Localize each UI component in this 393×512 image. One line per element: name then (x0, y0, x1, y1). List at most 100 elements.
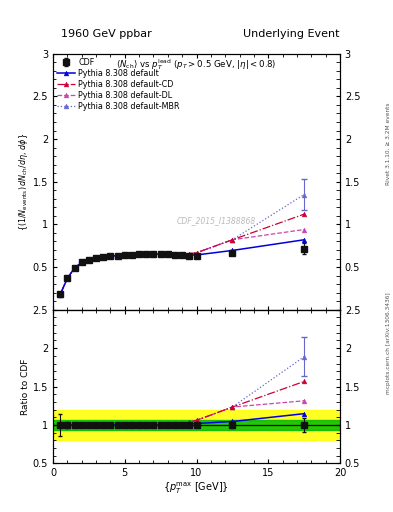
Y-axis label: $\{(1/N_\mathsf{events})\,dN_\mathsf{ch}/d\eta,\,d\phi\}$: $\{(1/N_\mathsf{events})\,dN_\mathsf{ch}… (17, 133, 30, 231)
Pythia 8.308 default-MBR (108, 253, 113, 259)
Pythia 8.308 default-DL (72, 265, 77, 271)
Pythia 8.308 default-DL (65, 275, 70, 281)
Pythia 8.308 default (180, 251, 185, 258)
Pythia 8.308 default-DL (151, 251, 156, 258)
Pythia 8.308 default (165, 251, 170, 258)
Pythia 8.308 default (101, 254, 106, 260)
Pythia 8.308 default (86, 257, 91, 263)
Pythia 8.308 default (173, 251, 177, 258)
Pythia 8.308 default (79, 259, 84, 265)
Pythia 8.308 default-MBR (115, 252, 120, 259)
Pythia 8.308 default-CD (65, 275, 70, 281)
Pythia 8.308 default-MBR (194, 250, 199, 256)
Pythia 8.308 default (194, 252, 199, 258)
Line: Pythia 8.308 default-DL: Pythia 8.308 default-DL (58, 227, 307, 297)
Text: mcplots.cern.ch [arXiv:1306.3436]: mcplots.cern.ch [arXiv:1306.3436] (386, 292, 391, 394)
Pythia 8.308 default (137, 251, 141, 258)
Pythia 8.308 default-MBR (144, 251, 149, 258)
Pythia 8.308 default-DL (173, 251, 177, 258)
Pythia 8.308 default-DL (94, 255, 99, 261)
Pythia 8.308 default-MBR (101, 254, 106, 260)
Pythia 8.308 default-CD (58, 291, 62, 297)
Pythia 8.308 default-DL (180, 251, 185, 257)
Pythia 8.308 default-DL (101, 254, 106, 260)
Pythia 8.308 default-MBR (130, 251, 134, 258)
Pythia 8.308 default (94, 255, 99, 261)
Pythia 8.308 default-CD (187, 250, 192, 257)
Pythia 8.308 default-CD (86, 257, 91, 263)
Pythia 8.308 default-CD (79, 259, 84, 265)
Pythia 8.308 default-MBR (123, 252, 127, 258)
Pythia 8.308 default-DL (158, 251, 163, 258)
Pythia 8.308 default-DL (86, 257, 91, 263)
Pythia 8.308 default (72, 265, 77, 271)
Pythia 8.308 default (58, 291, 62, 297)
Pythia 8.308 default-CD (173, 251, 177, 258)
Text: Rivet 3.1.10, ≥ 3.2M events: Rivet 3.1.10, ≥ 3.2M events (386, 102, 391, 185)
Pythia 8.308 default-CD (123, 252, 127, 258)
Pythia 8.308 default-CD (158, 251, 163, 258)
Pythia 8.308 default-DL (108, 253, 113, 259)
Pythia 8.308 default-MBR (230, 237, 235, 243)
Pythia 8.308 default (123, 252, 127, 258)
Bar (53, 410, 340, 440)
Pythia 8.308 default-CD (94, 255, 99, 261)
Pythia 8.308 default-CD (101, 254, 106, 260)
Pythia 8.308 default-CD (108, 253, 113, 259)
X-axis label: $\{p_T^\mathsf{max}$ [GeV]$\}$: $\{p_T^\mathsf{max}$ [GeV]$\}$ (163, 481, 230, 497)
Pythia 8.308 default-DL (79, 259, 84, 265)
Pythia 8.308 default-CD (165, 251, 170, 258)
Pythia 8.308 default-DL (302, 226, 307, 232)
Pythia 8.308 default-CD (137, 251, 141, 258)
Pythia 8.308 default-MBR (173, 251, 177, 258)
Line: Pythia 8.308 default-MBR: Pythia 8.308 default-MBR (58, 192, 307, 297)
Pythia 8.308 default-MBR (65, 275, 70, 281)
Pythia 8.308 default-MBR (137, 251, 141, 258)
Pythia 8.308 default (144, 251, 149, 258)
Pythia 8.308 default-MBR (72, 265, 77, 271)
Pythia 8.308 default-MBR (86, 257, 91, 263)
Pythia 8.308 default-CD (72, 265, 77, 271)
Pythia 8.308 default-MBR (151, 251, 156, 258)
Pythia 8.308 default-DL (58, 291, 62, 297)
Pythia 8.308 default-CD (151, 251, 156, 258)
Pythia 8.308 default-DL (187, 250, 192, 257)
Y-axis label: Ratio to CDF: Ratio to CDF (21, 358, 30, 415)
Bar (53, 420, 340, 430)
Pythia 8.308 default-MBR (180, 251, 185, 257)
Pythia 8.308 default-MBR (79, 259, 84, 265)
Pythia 8.308 default-CD (194, 250, 199, 256)
Text: CDF_2015_I1388868: CDF_2015_I1388868 (177, 216, 256, 225)
Legend: CDF, Pythia 8.308 default, Pythia 8.308 default-CD, Pythia 8.308 default-DL, Pyt: CDF, Pythia 8.308 default, Pythia 8.308 … (55, 56, 181, 113)
Pythia 8.308 default-CD (144, 251, 149, 258)
Pythia 8.308 default (115, 252, 120, 259)
Text: $\langle N_\mathsf{ch}\rangle$ vs $p_T^\mathsf{lead}$ ($p_T > 0.5$ GeV, $|\eta| : $\langle N_\mathsf{ch}\rangle$ vs $p_T^\… (116, 58, 277, 73)
Pythia 8.308 default-CD (230, 237, 235, 243)
Pythia 8.308 default (187, 252, 192, 258)
Pythia 8.308 default-MBR (94, 255, 99, 261)
Pythia 8.308 default-CD (180, 251, 185, 257)
Pythia 8.308 default (130, 251, 134, 258)
Pythia 8.308 default-DL (137, 251, 141, 258)
Pythia 8.308 default (65, 275, 70, 281)
Pythia 8.308 default (158, 251, 163, 258)
Pythia 8.308 default-DL (115, 252, 120, 259)
Pythia 8.308 default (302, 237, 307, 243)
Line: Pythia 8.308 default-CD: Pythia 8.308 default-CD (58, 212, 307, 297)
Pythia 8.308 default-CD (115, 252, 120, 259)
Pythia 8.308 default-DL (194, 250, 199, 256)
Pythia 8.308 default-DL (144, 251, 149, 258)
Pythia 8.308 default-DL (123, 252, 127, 258)
Pythia 8.308 default-MBR (302, 191, 307, 198)
Pythia 8.308 default-CD (130, 251, 134, 258)
Pythia 8.308 default (108, 253, 113, 259)
Pythia 8.308 default-MBR (187, 250, 192, 257)
Pythia 8.308 default-CD (302, 211, 307, 217)
Pythia 8.308 default (151, 251, 156, 258)
Pythia 8.308 default-DL (165, 251, 170, 258)
Pythia 8.308 default-MBR (165, 251, 170, 258)
Pythia 8.308 default-DL (130, 251, 134, 258)
Pythia 8.308 default (230, 247, 235, 253)
Pythia 8.308 default-MBR (158, 251, 163, 258)
Pythia 8.308 default-DL (230, 237, 235, 243)
